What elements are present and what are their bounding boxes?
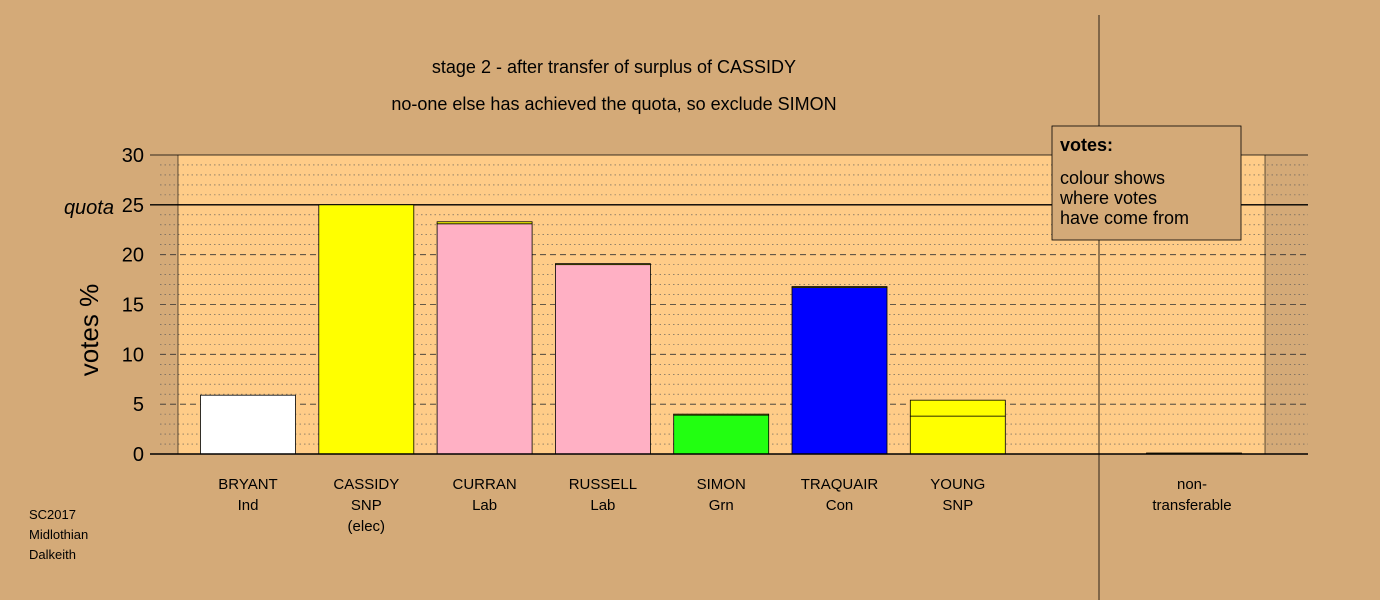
y-tick-label: 15 bbox=[122, 295, 144, 317]
nontransferable-label-line1: non- bbox=[1177, 476, 1207, 493]
bar-segment bbox=[436, 223, 533, 455]
y-axis-label: votes % bbox=[74, 284, 104, 377]
bar-segment bbox=[791, 287, 888, 455]
bar-segment bbox=[436, 221, 533, 225]
y-tick-label: 25 bbox=[122, 195, 144, 217]
bars bbox=[200, 204, 1242, 455]
candidate-name: TRAQUAIR bbox=[801, 476, 879, 493]
candidate-name: CURRAN bbox=[453, 476, 517, 493]
candidate-party: Lab bbox=[472, 497, 497, 514]
footer-line-2: Midlothian bbox=[29, 527, 88, 542]
chart-title: stage 2 - after transfer of surplus of C… bbox=[432, 57, 796, 77]
bar-segment bbox=[909, 415, 1006, 455]
legend-line-1: colour shows bbox=[1060, 168, 1165, 188]
bar-segment bbox=[555, 264, 651, 455]
bar-segment bbox=[791, 286, 888, 288]
footer-line-1: SC2017 bbox=[29, 507, 76, 522]
legend: votes: colour shows where votes have com… bbox=[1051, 125, 1242, 241]
legend-line-3: have come from bbox=[1060, 208, 1189, 228]
bar-segment bbox=[673, 413, 770, 416]
legend-title: votes: bbox=[1060, 135, 1113, 155]
candidate-note: (elec) bbox=[348, 518, 386, 535]
axes bbox=[150, 15, 1308, 600]
nontransferable-label-line2: transferable bbox=[1152, 497, 1231, 514]
legend-line-2: where votes bbox=[1059, 188, 1157, 208]
y-tick-label: 5 bbox=[133, 394, 144, 416]
y-tick-labels: 0 5 10 15 20 25 30 bbox=[122, 145, 144, 466]
candidate-name: SIMON bbox=[697, 476, 746, 493]
candidate-party: Con bbox=[826, 497, 854, 514]
bar-segment bbox=[909, 399, 1006, 417]
y-tick-label: 0 bbox=[133, 444, 144, 466]
candidate-party: Lab bbox=[590, 497, 615, 514]
candidate-party: Ind bbox=[238, 497, 259, 514]
candidate-party: SNP bbox=[942, 497, 973, 514]
bar-segment bbox=[318, 204, 415, 455]
footer-line-3: Dalkeith bbox=[29, 547, 76, 562]
bar-segment bbox=[673, 414, 770, 455]
bar-segment bbox=[200, 394, 296, 455]
y-tick-label: 30 bbox=[122, 145, 144, 167]
chart-subtitle: no-one else has achieved the quota, so e… bbox=[391, 94, 836, 114]
candidate-name: BRYANT bbox=[218, 476, 277, 493]
y-tick-label: 20 bbox=[122, 245, 144, 267]
candidate-name: CASSIDY bbox=[333, 476, 399, 493]
y-tick-label: 10 bbox=[122, 344, 144, 366]
bar-segment bbox=[555, 263, 651, 266]
quota-label: quota bbox=[64, 197, 114, 219]
candidate-party: Grn bbox=[709, 497, 734, 514]
candidate-party: SNP bbox=[351, 497, 382, 514]
x-tick-labels: BRYANT Ind CASSIDY SNP (elec) CURRAN Lab RUSSEL… bbox=[218, 476, 985, 535]
candidate-name: YOUNG bbox=[930, 476, 985, 493]
legend-box bbox=[1051, 125, 1242, 241]
candidate-name: RUSSELL bbox=[569, 476, 637, 493]
